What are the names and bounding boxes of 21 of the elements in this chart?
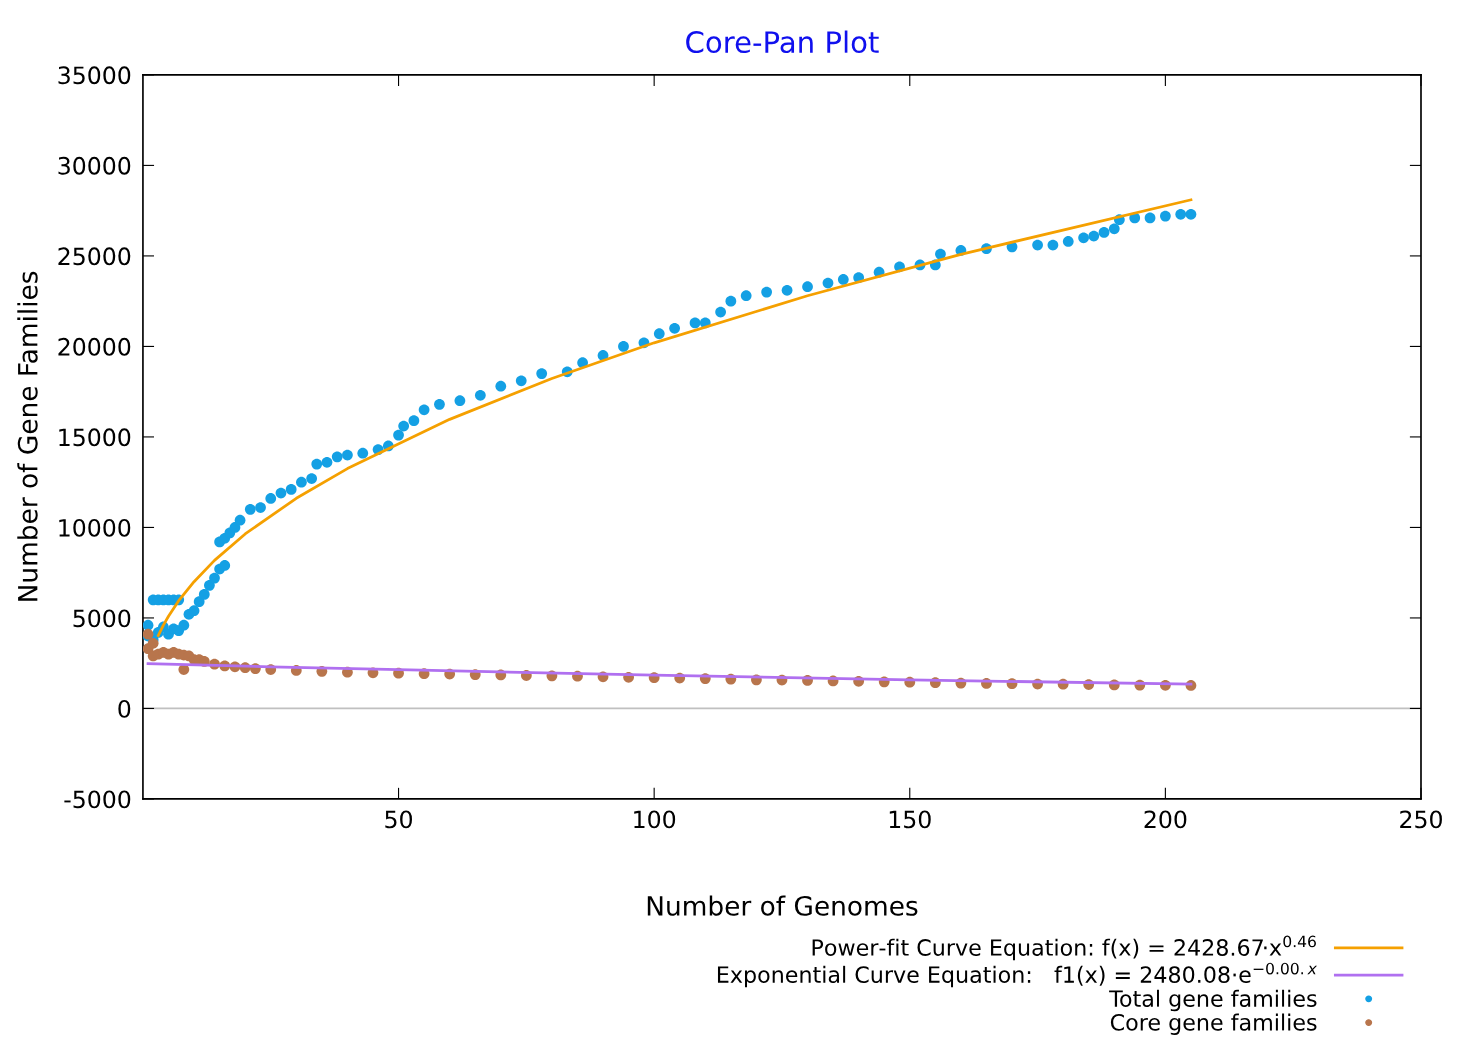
legend-label: Core gene families (1110, 1013, 1317, 1035)
legend-label: Total gene families (1109, 989, 1317, 1012)
legend-label: Power-fit Curve Equation: f(x) = 2428.67·x$^{0.46}$ (812, 935, 1316, 961)
y-tick-label: 5000 (73, 609, 131, 628)
x-axis-title: Number of Genomes (647, 895, 918, 916)
y-tick-label: -5000 (64, 790, 131, 809)
y-tick-label: 35000 (58, 66, 131, 85)
legend-label: Exponential Curve Equation: f1(x) = 2480.08·e$^{−0.00.x}$ (717, 962, 1318, 988)
y-axis-title: Number of Gene Families (17, 271, 38, 601)
x-tick-label: 150 (889, 810, 931, 829)
y-tick-label: 25000 (58, 247, 131, 266)
x-tick-label: 200 (1144, 810, 1187, 829)
y-tick-label: 20000 (58, 337, 131, 356)
y-tick-label: 0 (118, 699, 131, 718)
y-tick-label: 30000 (58, 156, 131, 175)
chart-title: Core-Pan Plot (686, 30, 879, 54)
x-tick-label: 50 (385, 810, 412, 829)
y-tick-label: 15000 (59, 428, 131, 447)
x-tick-label: 100 (634, 810, 676, 829)
y-tick-label: 10000 (59, 518, 131, 537)
x-tick-label: 250 (1400, 810, 1442, 829)
